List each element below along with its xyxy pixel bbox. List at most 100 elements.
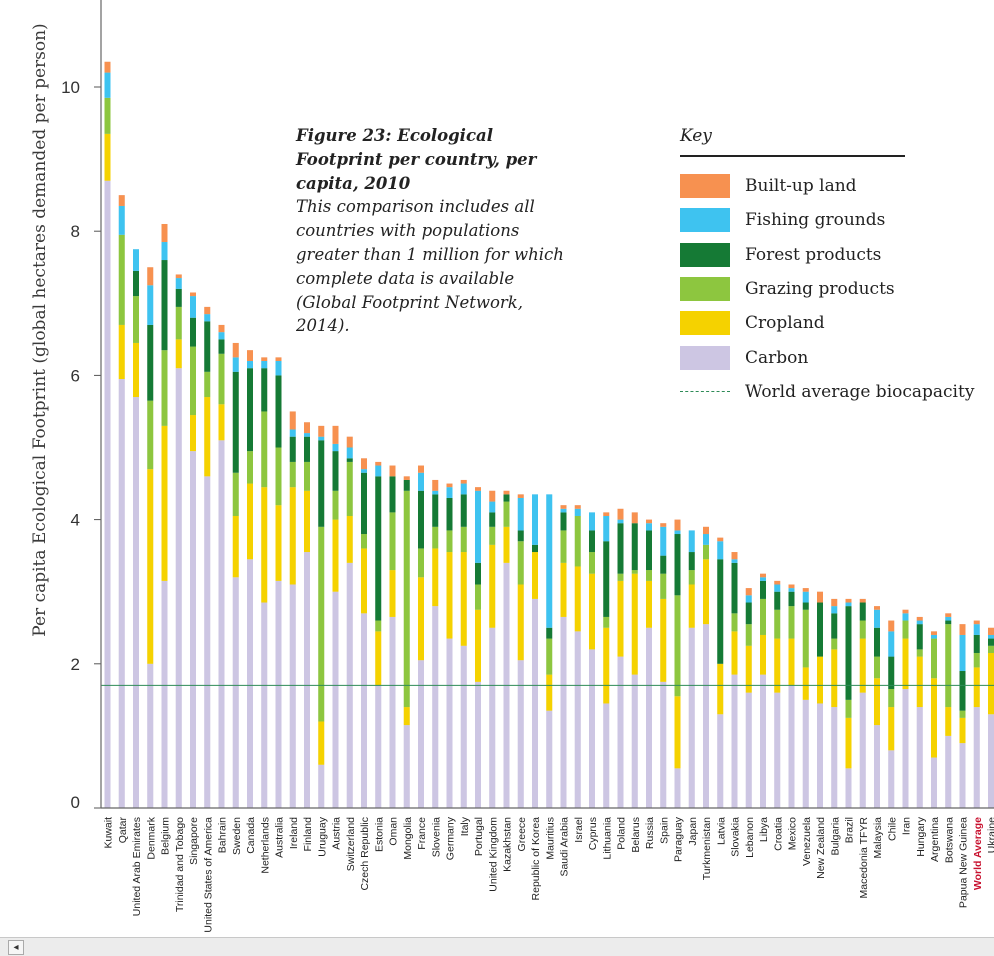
bar-segment-cropland: [290, 487, 296, 584]
bar-segment-grazing-products: [261, 411, 267, 487]
bar-segment-carbon: [774, 693, 780, 808]
bar-segment-cropland: [589, 574, 595, 650]
bar-segment-forest-products: [219, 339, 225, 353]
bar-segment-grazing-products: [618, 574, 624, 581]
bar-segment-carbon: [974, 707, 980, 808]
bar-segment-grazing-products: [746, 624, 752, 646]
bar-segment-cropland: [276, 505, 282, 581]
bar-segment-fishing-grounds: [846, 603, 852, 607]
legend-label: Forest products: [745, 245, 881, 265]
bar-segment-carbon: [247, 559, 253, 808]
bar-segment-grazing-products: [361, 534, 367, 548]
bar-segment-grazing-products: [903, 621, 909, 639]
x-tick-label: Netherlands: [259, 817, 271, 874]
bar-segment-cropland: [447, 552, 453, 639]
x-tick-label: Croatia: [772, 817, 784, 851]
bar-segment-cropland: [945, 707, 951, 736]
bar-segment-cropland: [960, 718, 966, 743]
bar-segment-carbon: [589, 649, 595, 808]
x-tick-label: Mexico: [787, 817, 799, 850]
bar-segment-grazing-products: [789, 606, 795, 638]
bar-segment-carbon: [318, 765, 324, 808]
bar-segment-carbon: [675, 768, 681, 808]
bar-segment-forest-products: [660, 556, 666, 574]
bar-segment-grazing-products: [888, 689, 894, 707]
bar-segment-grazing-products: [575, 516, 581, 566]
bar-segment-forest-products: [561, 512, 567, 530]
x-tick-label: Kuwait: [103, 817, 115, 849]
bar-segment-forest-products: [760, 581, 766, 599]
legend-item: Grazing products: [680, 272, 980, 306]
bar-segment-carbon: [917, 707, 923, 808]
bar-segment-carbon: [760, 675, 766, 808]
bar-segment-built-up-land: [817, 592, 823, 603]
x-tick-label: Estonia: [373, 817, 385, 852]
bar-segment-cropland: [860, 639, 866, 693]
bar-segment-forest-products: [447, 498, 453, 530]
x-tick-label: Sweden: [231, 817, 243, 855]
bar-segment-cropland: [774, 639, 780, 693]
bar-segment-forest-products: [860, 603, 866, 621]
legend-items: Built-up land Fishing grounds Forest produ…: [680, 169, 980, 409]
x-tick-label: Venezuela: [801, 817, 813, 866]
bar-segment-grazing-products: [860, 621, 866, 639]
bar-segment-carbon: [162, 581, 168, 808]
bar-segment-cropland: [204, 397, 210, 476]
bar-segment-built-up-land: [603, 512, 609, 516]
bar-segment-built-up-land: [318, 426, 324, 437]
bar-segment-carbon: [632, 675, 638, 808]
bar-segment-forest-products: [147, 325, 153, 401]
legend-swatch: [680, 277, 730, 301]
bar-segment-forest-products: [888, 657, 894, 689]
bar-segment-carbon: [689, 628, 695, 808]
bar-segment-grazing-products: [133, 296, 139, 343]
bar-segment-forest-products: [945, 621, 951, 625]
bar-segment-grazing-products: [803, 610, 809, 668]
x-tick-label: Israel: [573, 817, 585, 843]
x-tick-label: Chile: [886, 817, 898, 841]
legend-label: Fishing grounds: [745, 210, 885, 230]
bar-segment-grazing-products: [917, 649, 923, 656]
bar-segment-forest-products: [347, 458, 353, 462]
bar-segment-fishing-grounds: [489, 502, 495, 513]
bar-segment-grazing-products: [375, 621, 381, 632]
bar-segment-carbon: [404, 725, 410, 808]
bar-segment-fishing-grounds: [703, 534, 709, 545]
bar-segment-carbon: [532, 599, 538, 808]
bar-segment-built-up-land: [618, 509, 624, 520]
bar-segment-carbon: [860, 693, 866, 808]
bar-segment-carbon: [960, 743, 966, 808]
scroll-left-arrow-icon[interactable]: ◂: [8, 940, 24, 955]
legend-label: Built-up land: [745, 176, 857, 196]
bar-segment-forest-products: [261, 368, 267, 411]
bar-segment-forest-products: [817, 603, 823, 657]
bar-segment-built-up-land: [333, 426, 339, 444]
x-tick-label: Botswana: [943, 817, 955, 863]
bar-segment-carbon: [931, 758, 937, 808]
bar-segment-built-up-land: [147, 267, 153, 285]
bar-segment-cropland: [261, 487, 267, 602]
bar-segment-fishing-grounds: [162, 242, 168, 260]
bar-segment-fishing-grounds: [418, 473, 424, 491]
bar-segment-built-up-land: [432, 480, 438, 491]
horizontal-scrollbar[interactable]: ◂: [0, 937, 994, 956]
bar-segment-cropland: [603, 628, 609, 704]
bar-segment-grazing-products: [703, 545, 709, 559]
bar-segment-built-up-land: [190, 292, 196, 296]
x-tick-label: Libya: [758, 817, 770, 842]
bar-segment-cropland: [375, 631, 381, 685]
bar-segment-carbon: [846, 768, 852, 808]
bar-segment-carbon: [618, 657, 624, 808]
x-tick-label: Saudi Arabia: [559, 817, 571, 877]
x-tick-label: World Average: [972, 817, 984, 890]
x-tick-label: United States of America: [202, 817, 214, 933]
bar-segment-carbon: [276, 581, 282, 808]
bar-segment-fishing-grounds: [874, 610, 880, 628]
bar-segment-grazing-products: [632, 570, 638, 574]
x-tick-label: Papua New Guinea: [958, 817, 970, 908]
bar-segment-forest-products: [304, 437, 310, 462]
bar-segment-forest-products: [988, 639, 994, 646]
bar-segment-carbon: [603, 703, 609, 808]
bar-segment-cropland: [304, 491, 310, 552]
x-tick-label: Mauritius: [544, 817, 556, 860]
